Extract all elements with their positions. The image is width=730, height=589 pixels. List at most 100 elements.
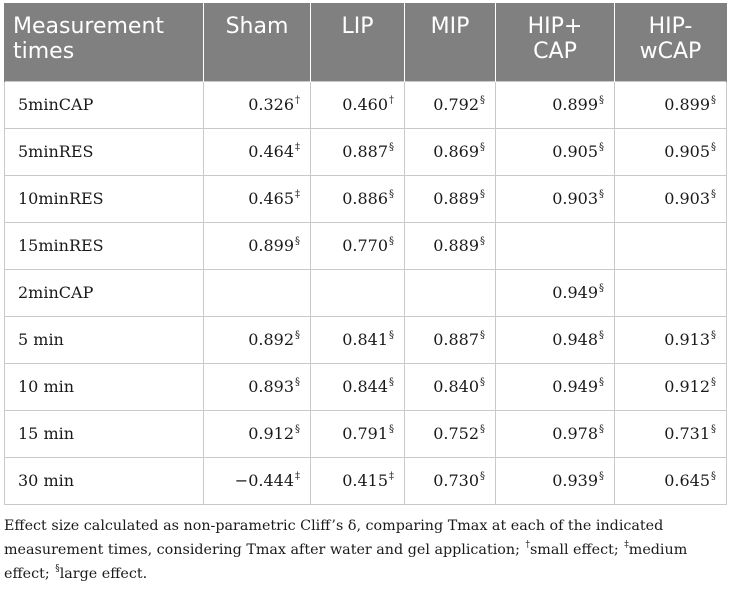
row-label: 2minCAP: [4, 268, 204, 317]
header-hip-wcap: HIP- wCAP: [614, 3, 727, 81]
table-cell: 0.460†: [310, 80, 405, 129]
table-cell: 0.903§: [614, 174, 727, 223]
cell-value: 0.415: [342, 471, 388, 490]
table-row: 10minRES 0.465‡ 0.886§ 0.889§ 0.903§ 0.903§: [4, 174, 727, 223]
table-cell: [614, 221, 727, 270]
cell-value: 0.840: [433, 377, 479, 396]
table-cell: 0.887§: [404, 315, 496, 364]
table-cell: 0.903§: [495, 174, 615, 223]
table-cell: 0.912§: [203, 409, 311, 458]
cell-value: 0.730: [433, 471, 479, 490]
table-cell: 0.905§: [614, 127, 727, 176]
effect-mark: §: [480, 376, 485, 388]
table-cell: 0.889§: [404, 221, 496, 270]
table-cell: 0.752§: [404, 409, 496, 458]
header-lip: LIP: [310, 3, 405, 81]
cell-value: 0.949: [552, 377, 598, 396]
table-cell: [614, 268, 727, 317]
table-cell: 0.939§: [495, 456, 615, 505]
effect-mark: §: [711, 470, 716, 482]
table-cell: 0.905§: [495, 127, 615, 176]
effect-mark: §: [295, 329, 300, 341]
effect-mark: §: [480, 235, 485, 247]
table-cell: [203, 268, 311, 317]
table-body: 5minCAP 0.326† 0.460† 0.792§ 0.899§ 0.899§ 5mi…: [4, 80, 727, 505]
effect-mark: §: [480, 188, 485, 200]
effect-mark: ‡: [295, 470, 300, 482]
cell-value: 0.841: [342, 330, 388, 349]
cell-value: 0.912: [664, 377, 710, 396]
effect-mark: §: [480, 141, 485, 153]
cell-value: 0.899: [552, 95, 598, 114]
effect-mark: ‡: [295, 188, 300, 200]
effect-mark: §: [480, 470, 485, 482]
effect-mark: ‡: [389, 470, 394, 482]
row-label: 15minRES: [4, 221, 204, 270]
effect-mark: §: [711, 188, 716, 200]
table-row: 10 min 0.893§ 0.844§ 0.840§ 0.949§ 0.912§: [4, 362, 727, 411]
table-cell: 0.844§: [310, 362, 405, 411]
table-footnote: Effect size calculated as non-parametric…: [4, 514, 726, 586]
table-cell: 0.841§: [310, 315, 405, 364]
table-cell: −0.444‡: [203, 456, 311, 505]
effect-mark: §: [599, 423, 604, 435]
effect-mark: §: [599, 329, 604, 341]
effect-mark: §: [599, 141, 604, 153]
results-table-container: Measurement times Sham LIP MIP HIP+ CAP …: [4, 3, 727, 505]
table-cell: 0.912§: [614, 362, 727, 411]
cell-value: 0.887: [342, 142, 388, 161]
table-cell: [495, 221, 615, 270]
cell-value: 0.899: [664, 95, 710, 114]
cell-value: 0.792: [433, 95, 479, 114]
effect-mark: §: [599, 470, 604, 482]
cell-value: 0.464: [248, 142, 294, 161]
row-label: 30 min: [4, 456, 204, 505]
small-effect-mark: †: [525, 540, 530, 551]
row-label: 5minRES: [4, 127, 204, 176]
table-cell: 0.791§: [310, 409, 405, 458]
cell-value: 0.903: [552, 189, 598, 208]
cell-value: 0.889: [433, 236, 479, 255]
effect-mark: §: [599, 188, 604, 200]
table-cell: 0.731§: [614, 409, 727, 458]
cell-value: 0.899: [248, 236, 294, 255]
table-row: 5 min 0.892§ 0.841§ 0.887§ 0.948§ 0.913§: [4, 315, 727, 364]
cell-value: 0.903: [664, 189, 710, 208]
table-cell: 0.913§: [614, 315, 727, 364]
row-label: 15 min: [4, 409, 204, 458]
cell-value: 0.770: [342, 236, 388, 255]
table-cell: 0.886§: [310, 174, 405, 223]
header-measurement-times: Measurement times: [4, 3, 204, 81]
table-row: 15minRES 0.899§ 0.770§ 0.889§: [4, 221, 727, 270]
effect-mark: §: [389, 188, 394, 200]
table-cell: 0.899§: [203, 221, 311, 270]
effect-mark: §: [599, 94, 604, 106]
cell-value: 0.465: [248, 189, 294, 208]
cell-value: 0.731: [664, 424, 710, 443]
table-cell: 0.770§: [310, 221, 405, 270]
header-hip-cap: HIP+ CAP: [495, 3, 615, 81]
header-sham: Sham: [203, 3, 311, 81]
effect-mark: §: [480, 329, 485, 341]
effect-mark: §: [480, 94, 485, 106]
medium-effect-text: medium effect;: [4, 542, 688, 582]
cell-value: −0.444: [234, 471, 294, 490]
row-label: 10minRES: [4, 174, 204, 223]
table-cell: 0.792§: [404, 80, 496, 129]
effect-mark: ‡: [295, 141, 300, 153]
cell-value: 0.326: [248, 95, 294, 114]
table-cell: 0.949§: [495, 362, 615, 411]
effect-mark: §: [711, 141, 716, 153]
effect-mark: §: [599, 376, 604, 388]
row-label: 5minCAP: [4, 80, 204, 129]
table-cell: [404, 268, 496, 317]
table-cell: 0.949§: [495, 268, 615, 317]
cell-value: 0.905: [552, 142, 598, 161]
medium-effect-mark: ‡: [624, 540, 629, 551]
cell-value: 0.905: [664, 142, 710, 161]
table-cell: 0.464‡: [203, 127, 311, 176]
effect-mark: §: [711, 423, 716, 435]
cell-value: 0.892: [248, 330, 294, 349]
table-cell: 0.869§: [404, 127, 496, 176]
table-cell: 0.645§: [614, 456, 727, 505]
